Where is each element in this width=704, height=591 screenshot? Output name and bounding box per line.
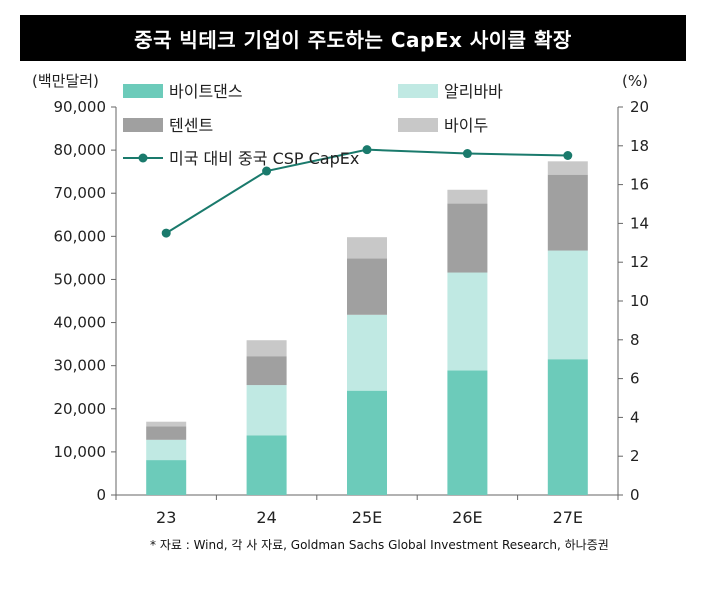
y-right-tick-label: 14	[630, 214, 649, 232]
bar-segment-series-1	[447, 272, 488, 371]
chart-title: 중국 빅테크 기업이 주도하는 CapEx 사이클 확장	[20, 15, 686, 61]
legend-swatch-1	[398, 84, 438, 98]
legend-line-label: 미국 대비 중국 CSP CapEx	[169, 149, 359, 168]
source-footnote: * 자료 : Wind, 각 사 자료, Goldman Sachs Globa…	[150, 538, 609, 552]
ratio-line-point	[563, 151, 573, 160]
bar-segment-series-1	[146, 439, 187, 461]
x-tick-label: 27E	[553, 508, 583, 527]
bar-segment-series-0	[246, 435, 287, 495]
y-left-tick-label: 70,000	[54, 184, 107, 202]
bar-segment-series-2	[146, 426, 187, 440]
bar-segment-series-3	[447, 189, 488, 204]
bar-segment-series-2	[547, 174, 588, 251]
x-tick-label: 24	[256, 508, 276, 527]
legend-swatch-2	[123, 118, 163, 132]
y-right-tick-label: 20	[630, 98, 649, 116]
y-left-tick-label: 60,000	[54, 227, 107, 245]
ratio-line-point	[161, 228, 171, 238]
bar-segment-series-3	[547, 161, 588, 175]
y-left-tick-label: 40,000	[54, 314, 107, 332]
legend-label-0: 바이트댄스	[169, 82, 243, 101]
y-right-tick-label: 16	[630, 176, 649, 194]
y-left-tick-label: 90,000	[54, 98, 107, 116]
y-right-axis-label: (%)	[622, 72, 648, 90]
bar-segment-series-0	[447, 370, 488, 495]
bar-segment-series-1	[347, 314, 387, 391]
y-right-tick-label: 4	[630, 408, 640, 426]
chart-title-text: 중국 빅테크 기업이 주도하는 CapEx 사이클 확장	[134, 27, 572, 52]
x-tick-label: 23	[156, 508, 176, 527]
legend-line-marker	[138, 153, 148, 163]
x-tick-label: 25E	[352, 508, 382, 527]
y-left-tick-label: 80,000	[54, 141, 107, 159]
bar-segment-series-0	[146, 460, 187, 495]
y-right-tick-label: 10	[630, 292, 649, 310]
ratio-line-point	[362, 145, 372, 155]
bar-segment-series-0	[347, 390, 387, 495]
bar-segment-series-2	[447, 203, 488, 273]
x-tick-label: 26E	[452, 508, 482, 527]
bar-segment-series-3	[347, 237, 387, 259]
y-right-tick-label: 18	[630, 137, 649, 155]
y-left-tick-label: 50,000	[54, 270, 107, 288]
legend-swatch-3	[398, 118, 438, 132]
bar-segment-series-1	[547, 250, 588, 360]
ratio-line-point	[462, 149, 472, 159]
legend-label-3: 바이두	[444, 116, 488, 135]
y-right-tick-label: 6	[630, 370, 640, 388]
y-right-tick-label: 8	[630, 331, 640, 349]
bar-segment-series-3	[146, 421, 187, 427]
y-right-tick-label: 12	[630, 253, 649, 271]
bar-segment-series-2	[347, 258, 387, 315]
legend-label-2: 텐센트	[169, 116, 213, 135]
legend-label-1: 알리바바	[444, 82, 503, 101]
ratio-line-point	[262, 166, 272, 176]
bar-segment-series-3	[246, 340, 287, 357]
bar-segment-series-1	[246, 385, 287, 436]
y-right-tick-label: 2	[630, 447, 640, 465]
bar-segment-series-0	[547, 359, 588, 495]
y-right-tick-label: 0	[630, 486, 640, 504]
y-left-axis-label: (백만달러)	[32, 72, 99, 90]
y-left-tick-label: 20,000	[54, 400, 107, 418]
y-left-tick-label: 30,000	[54, 357, 107, 375]
legend-swatch-0	[123, 84, 163, 98]
bar-segment-series-2	[246, 356, 287, 386]
y-left-tick-label: 10,000	[54, 443, 107, 461]
y-left-tick-label: 0	[96, 486, 106, 504]
